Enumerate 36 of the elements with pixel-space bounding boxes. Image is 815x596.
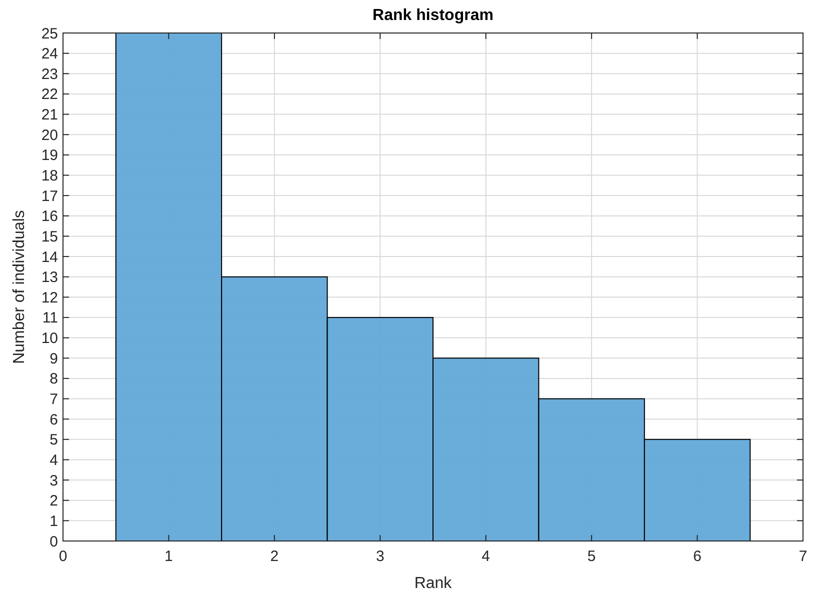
x-tick-label: 5 [587, 548, 596, 565]
y-tick-label: 24 [41, 46, 58, 63]
y-tick-label: 25 [41, 25, 58, 42]
y-tick-label: 12 [41, 289, 58, 306]
x-tick-label: 7 [798, 548, 808, 565]
y-tick-label: 3 [50, 472, 58, 490]
chart-title: Rank histogram [372, 7, 494, 24]
y-tick-label: 2 [50, 492, 58, 510]
x-tick-label: 4 [482, 548, 490, 565]
y-axis-title: Number of individuals [11, 210, 28, 364]
y-tick-label: 10 [41, 330, 58, 348]
y-tick-label: 4 [50, 452, 58, 469]
x-tick-label: 2 [270, 548, 279, 565]
y-tick-label: 6 [50, 411, 58, 428]
y-tick-label: 15 [41, 228, 58, 246]
y-tick-label: 11 [42, 310, 58, 327]
y-tick-label: 9 [50, 350, 58, 368]
x-tick-label: 6 [693, 548, 702, 565]
y-tick-label: 20 [41, 126, 58, 144]
y-tick-label: 21 [41, 106, 58, 124]
y-tick-label: 0 [50, 533, 58, 550]
y-tick-label: 1 [50, 512, 58, 530]
y-tick-label: 14 [41, 248, 58, 266]
y-tick-label: 16 [41, 208, 58, 226]
y-tick-label: 18 [41, 167, 58, 184]
x-axis-title: Rank [414, 575, 453, 592]
x-tick-label: 3 [376, 548, 384, 565]
y-tick-label: 5 [50, 432, 58, 449]
y-tick-label: 23 [41, 66, 58, 83]
y-tick-label: 17 [41, 188, 58, 205]
y-tick-label: 7 [50, 391, 58, 408]
y-tick-label: 8 [50, 370, 58, 388]
x-tick-label: 1 [164, 548, 173, 565]
y-tick-label: 19 [41, 147, 58, 164]
y-tick-label: 13 [41, 269, 58, 286]
y-tick-label: 22 [41, 86, 58, 104]
